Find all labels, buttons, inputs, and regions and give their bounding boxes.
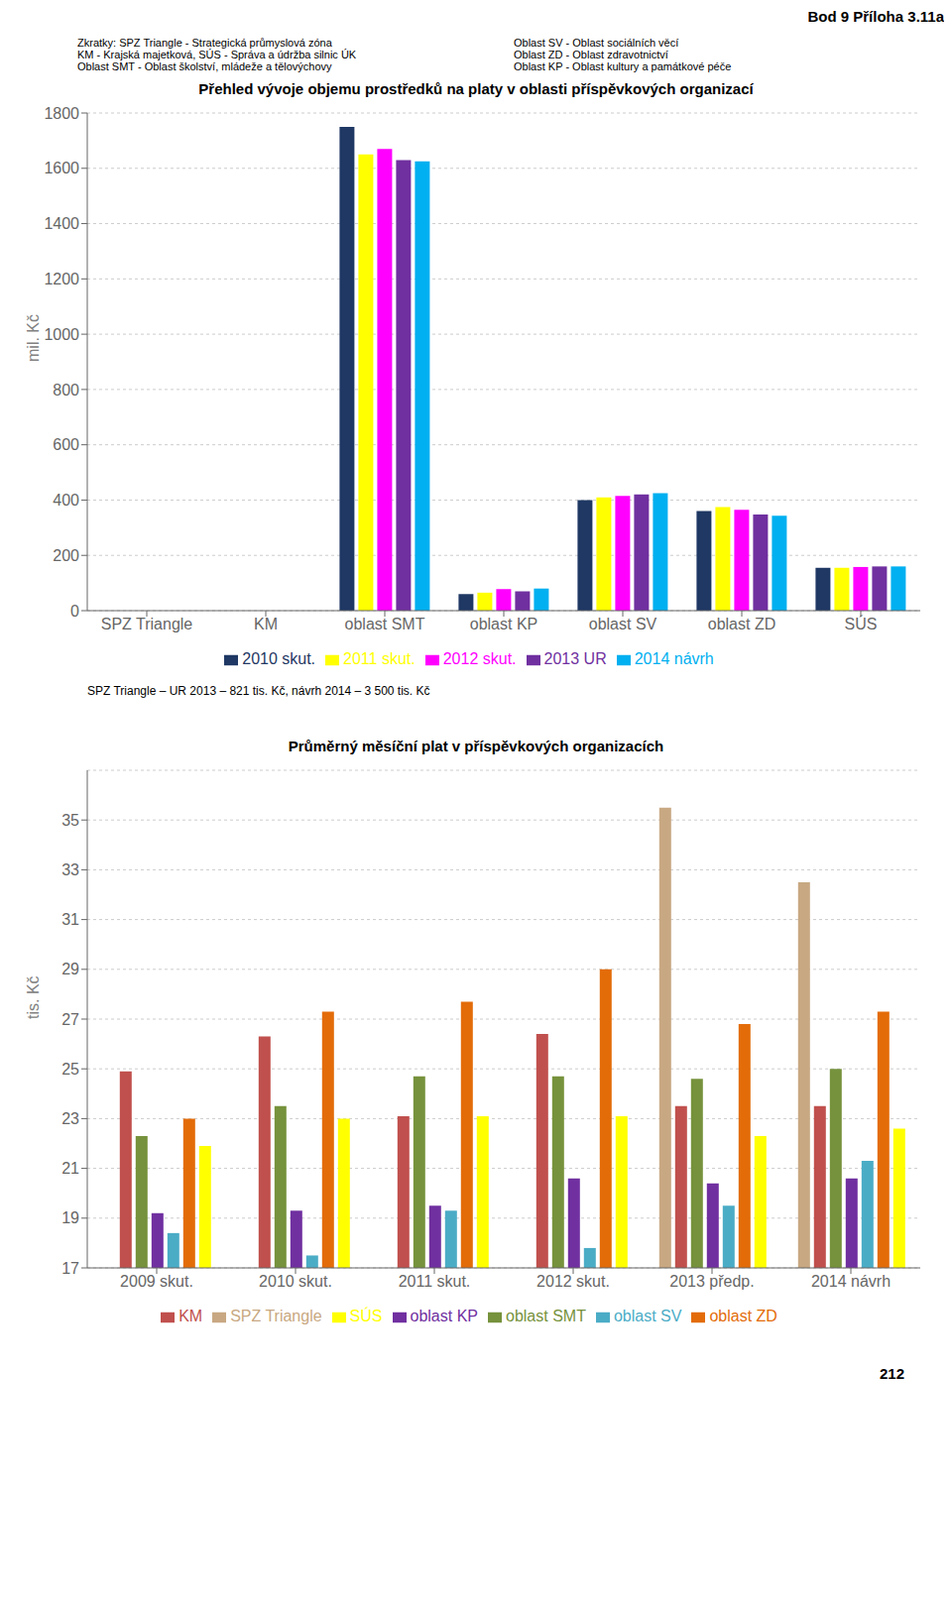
html-text:oblast ZD: oblast ZD	[709, 1308, 778, 1325]
html-text:Přehled vývoje objemu prostřed: Přehled vývoje objemu prostředků na plat…	[198, 80, 754, 98]
svg-text:200: 200	[52, 547, 80, 565]
svg-text:17: 17	[61, 1260, 80, 1278]
svg-text:27: 27	[61, 1011, 80, 1029]
svg-text:21: 21	[61, 1160, 80, 1178]
svg-text:0: 0	[70, 602, 80, 620]
svg-text:400: 400	[52, 491, 80, 509]
html-text:2010 skut.: 2010 skut.	[242, 650, 316, 668]
html-text:Oblast SV - Oblast sociálních: Oblast SV - Oblast sociálních věcí	[513, 36, 679, 49]
html-text:oblast SMT: oblast SMT	[505, 1308, 586, 1325]
html-text:KM: KM	[178, 1308, 203, 1325]
svg-text:1800: 1800	[43, 105, 80, 122]
svg-text:oblast ZD: oblast ZD	[708, 615, 776, 633]
svg-text:SÚS: SÚS	[844, 614, 878, 633]
svg-text:25: 25	[61, 1061, 80, 1078]
svg-text:mil. Kč: mil. Kč	[24, 314, 42, 362]
svg-text:600: 600	[52, 436, 80, 454]
svg-text:2011 skut.: 2011 skut.	[398, 1273, 472, 1291]
html-text:Oblast ZD - Oblast zdravotnict: Oblast ZD - Oblast zdravotnictví	[513, 48, 669, 61]
html-text:2012 skut.: 2012 skut.	[442, 650, 517, 668]
svg-text:oblast SV: oblast SV	[589, 615, 658, 633]
svg-text:SPZ Triangle: SPZ Triangle	[101, 615, 194, 633]
html-text:Zkratky: SPZ Triangle - Strate: Zkratky: SPZ Triangle - Strategická prům…	[77, 36, 333, 49]
html-text:212: 212	[879, 1365, 905, 1383]
svg-text:800: 800	[52, 381, 80, 399]
html-text:KM - Krajská majetková, SÚS -: KM - Krajská majetková, SÚS - Správa a ú…	[77, 48, 357, 61]
svg-text:33: 33	[61, 861, 80, 879]
svg-text:1200: 1200	[43, 270, 80, 288]
html-text:2014 návrh: 2014 návrh	[634, 650, 714, 668]
svg-text:KM: KM	[253, 615, 278, 633]
html-text:Průměrný měsíční plat v příspě: Průměrný měsíční plat v příspěvkových or…	[288, 737, 664, 755]
svg-text:2009 skut.: 2009 skut.	[119, 1273, 194, 1291]
html-text:SPZ Triangle: SPZ Triangle	[230, 1308, 322, 1325]
svg-text:19: 19	[61, 1209, 80, 1227]
html-text:SÚS: SÚS	[349, 1308, 383, 1325]
svg-text:1400: 1400	[43, 215, 80, 233]
svg-text:2010 skut.: 2010 skut.	[258, 1273, 333, 1291]
html-text:Bod 9 Příloha 3.11a: Bod 9 Příloha 3.11a	[807, 7, 945, 25]
svg-text:1000: 1000	[43, 326, 80, 344]
svg-text:2013 předp.: 2013 předp.	[669, 1273, 754, 1291]
html-text:oblast SV: oblast SV	[613, 1308, 682, 1325]
svg-text:oblast SMT: oblast SMT	[345, 615, 426, 633]
html-text:Oblast SMT - Oblast školství,: Oblast SMT - Oblast školství, mládeže a …	[77, 60, 332, 73]
svg-text:35: 35	[61, 812, 80, 830]
html-text:2013 UR: 2013 UR	[543, 650, 607, 668]
svg-text:2014 návrh: 2014 návrh	[811, 1273, 891, 1291]
html-text:oblast KP: oblast KP	[410, 1308, 478, 1325]
svg-text:31: 31	[61, 911, 80, 929]
html-text:SPZ Triangle – UR 2013 – 821 t: SPZ Triangle – UR 2013 – 821 tis. Kč, ná…	[87, 684, 430, 699]
svg-text:23: 23	[61, 1110, 80, 1128]
svg-text:2012 skut.: 2012 skut.	[536, 1273, 610, 1291]
html-text:2011 skut.: 2011 skut.	[343, 650, 416, 668]
html-text:Oblast KP - Oblast kultury a p: Oblast KP - Oblast kultury a památkové p…	[513, 60, 732, 73]
svg-text:29: 29	[61, 960, 80, 978]
svg-text:oblast KP: oblast KP	[470, 615, 538, 633]
svg-text:tis. Kč: tis. Kč	[24, 975, 42, 1020]
svg-text:1600: 1600	[43, 159, 80, 177]
